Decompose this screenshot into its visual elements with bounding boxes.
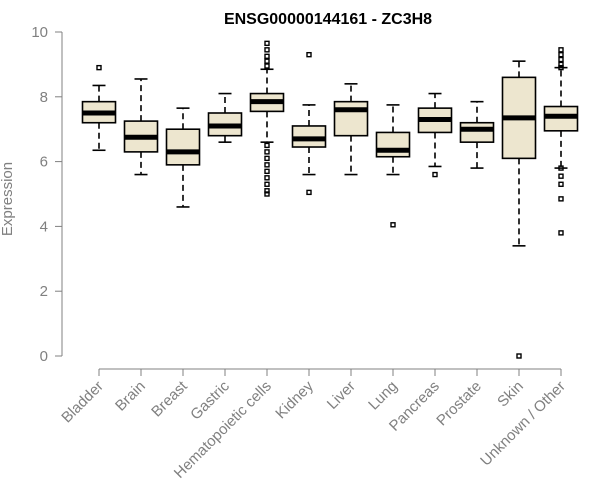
outlier-point (558, 173, 564, 179)
box-group (165, 107, 201, 208)
x-tick-label: Skin (494, 378, 527, 411)
x-tick-label: Brain (112, 378, 149, 415)
box-group (417, 92, 453, 178)
x-tick-label: Kidney (272, 377, 317, 422)
outlier-point (306, 51, 312, 58)
iqr-box (375, 131, 411, 158)
chart-title: ENSG00000144161 - ZC3H8 (224, 11, 432, 28)
x-tick-label: Bladder (58, 378, 107, 427)
outlier-point (264, 149, 270, 155)
outlier-point (264, 175, 270, 181)
outlier-point (264, 58, 270, 64)
boxplots (81, 40, 579, 359)
box-group (123, 78, 159, 176)
outlier-point (390, 222, 396, 228)
outlier-point (558, 61, 564, 68)
box-group (375, 104, 411, 228)
box-group (501, 60, 537, 359)
outlier-point (558, 181, 564, 187)
outlier-point (558, 51, 564, 58)
outlier-point (264, 63, 270, 69)
outlier-point (558, 64, 564, 71)
outlier-point (306, 189, 312, 196)
outlier-point (558, 47, 564, 53)
outlier-point (96, 64, 102, 71)
outlier-point (264, 155, 270, 162)
iqr-box (333, 100, 369, 137)
outlier-point (432, 171, 438, 178)
box-group (543, 47, 579, 236)
iqr-box (459, 121, 495, 143)
y-tick-label: 4 (40, 218, 48, 235)
y-tick-label: 10 (31, 24, 48, 41)
box-group (291, 51, 327, 196)
outlier-point (558, 230, 564, 236)
outlier-point (264, 188, 270, 194)
outlier-point (264, 162, 270, 168)
x-tick-label: Liver (324, 378, 359, 413)
outlier-point (516, 353, 522, 359)
outlier-point (264, 53, 270, 59)
outlier-point (264, 47, 270, 53)
y-axis: 0 2 4 6 8 10 (31, 24, 63, 365)
y-tick-label: 8 (40, 89, 48, 106)
box-group (333, 83, 369, 176)
y-tick-label: 0 (40, 348, 48, 365)
outlier-point (264, 168, 270, 175)
outlier-point (264, 142, 270, 149)
outlier-point (264, 181, 270, 187)
outlier-point (558, 196, 564, 202)
iqr-box (165, 128, 201, 166)
outlier-point (558, 165, 564, 171)
y-tick-label: 2 (40, 283, 48, 300)
outlier-point (558, 56, 564, 63)
outlier-point (264, 191, 270, 197)
box-group (459, 100, 495, 169)
x-tick-label: Breast (148, 377, 191, 420)
box-group (207, 92, 243, 143)
x-tick-label: Lung (365, 378, 401, 414)
box-group (81, 64, 117, 152)
y-axis-title: Expression (0, 162, 16, 236)
outlier-point (264, 40, 270, 47)
y-tick-label: 6 (40, 154, 48, 171)
box-group (249, 40, 285, 197)
x-tick-label: Prostate (433, 378, 485, 430)
